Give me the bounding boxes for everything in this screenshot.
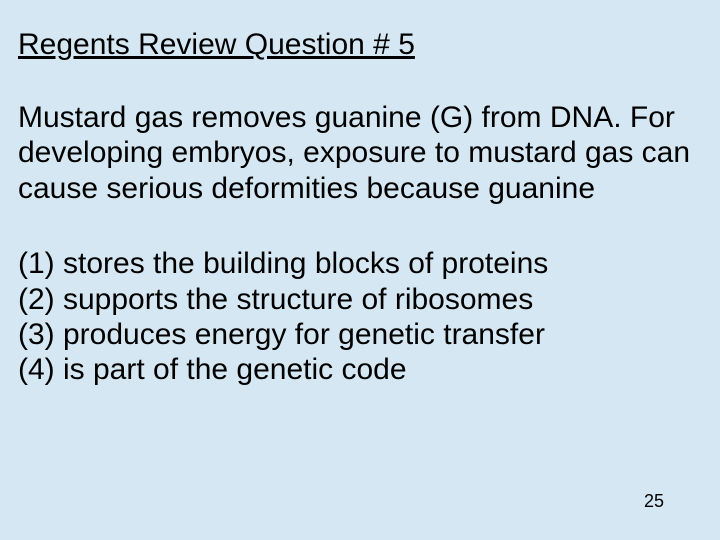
answer-options: (1) stores the building blocks of protei… <box>18 246 702 388</box>
option-3: (3) produces energy for genetic transfer <box>18 317 702 352</box>
slide-title: Regents Review Question # 5 <box>18 28 702 62</box>
page-number: 25 <box>644 491 664 512</box>
option-4: (4) is part of the genetic code <box>18 352 702 387</box>
question-stem: Mustard gas removes guanine (G) from DNA… <box>18 100 702 206</box>
option-1: (1) stores the building blocks of protei… <box>18 246 702 281</box>
option-2: (2) supports the structure of ribosomes <box>18 282 702 317</box>
